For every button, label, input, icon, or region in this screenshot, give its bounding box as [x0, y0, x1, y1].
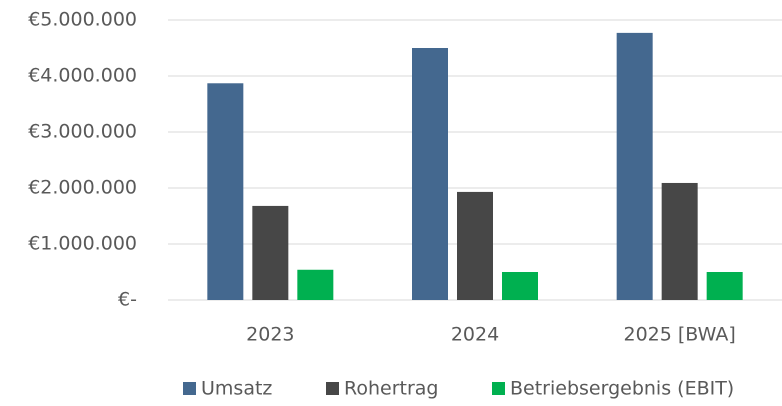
bar: [661, 182, 698, 300]
y-tick-label: €3.000.000: [28, 121, 137, 143]
legend-swatch: [326, 382, 339, 395]
bar: [616, 32, 653, 300]
legend-swatch: [183, 382, 196, 395]
bar: [412, 48, 448, 300]
y-tick-label: €2.000.000: [28, 177, 137, 199]
bar: [706, 272, 743, 300]
y-tick-label: €5.000.000: [28, 9, 137, 31]
y-tick-label: €1.000.000: [28, 233, 137, 255]
bar: [457, 191, 493, 300]
y-tick-label: €-: [118, 289, 137, 311]
legend-label: Betriebsergebnis (EBIT): [510, 378, 734, 400]
legend-label: Rohertrag: [344, 378, 438, 400]
bar: [297, 269, 334, 300]
legend-label: Umsatz: [201, 378, 272, 400]
bar: [207, 83, 244, 300]
x-tick-label: 2023: [246, 324, 294, 346]
x-tick-label: 2025 [BWA]: [624, 324, 736, 346]
legend-swatch: [492, 382, 505, 395]
bar: [502, 272, 538, 300]
y-tick-label: €4.000.000: [28, 65, 137, 87]
bar: [252, 205, 289, 300]
x-tick-label: 2024: [451, 324, 499, 346]
